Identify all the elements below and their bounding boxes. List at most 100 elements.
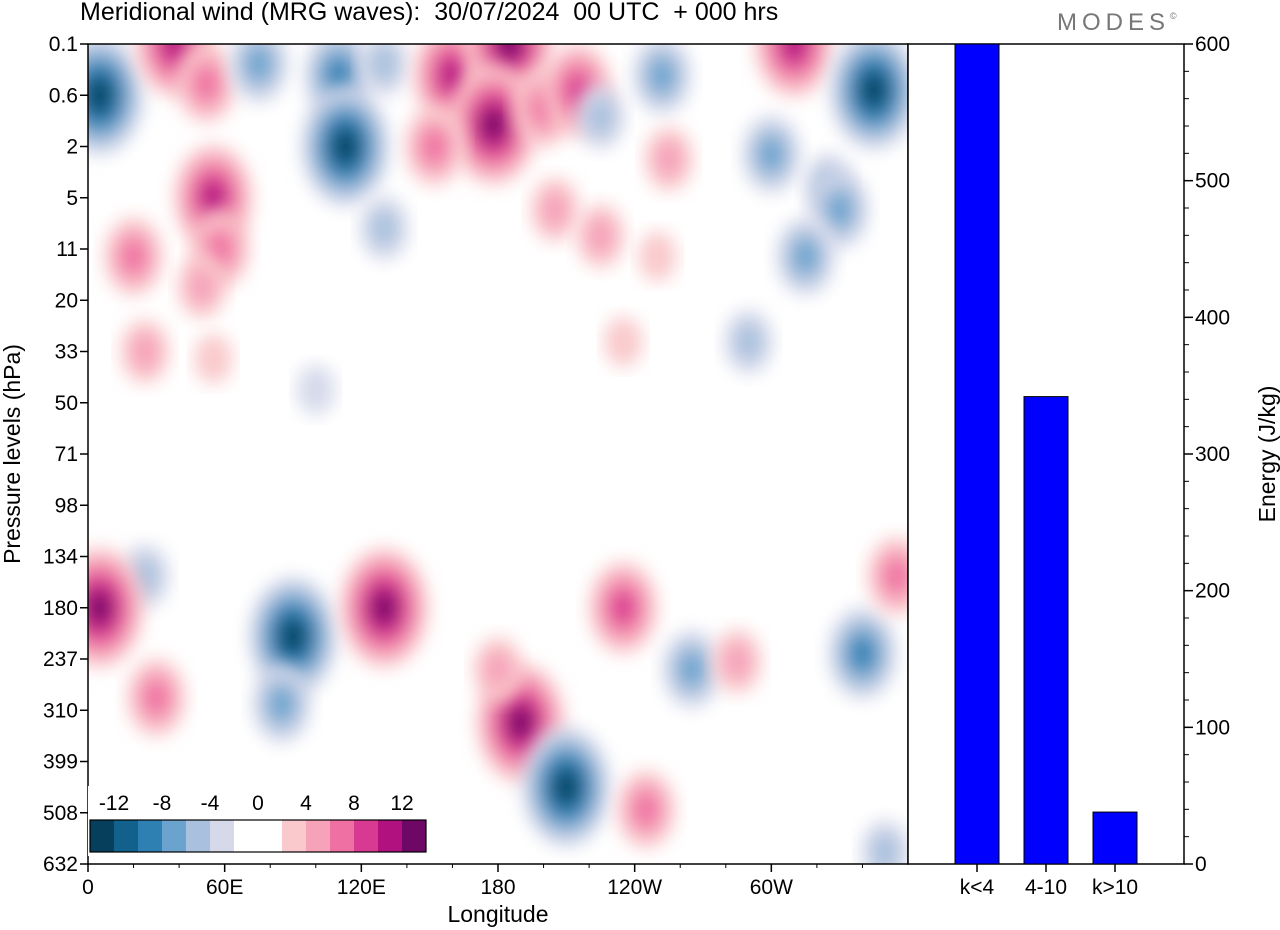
energy-tick-label: 500 [1195, 170, 1230, 193]
heatmap-contour [441, 60, 464, 90]
energy-tick-label: 400 [1195, 306, 1230, 329]
heatmap-feature [194, 333, 233, 384]
heatmap-contour [194, 333, 233, 384]
heatmap-contour [586, 97, 615, 137]
energy-bar-chart: k<4 4-10 k>10 [907, 43, 1185, 899]
heatmap-contour [369, 44, 399, 84]
heatmap-feature [449, 64, 538, 185]
y-tick-label: 98 [55, 494, 78, 517]
heatmap-feature [360, 44, 409, 96]
heatmap-contour [483, 110, 504, 139]
y-tick-label: 399 [43, 751, 78, 774]
heatmap-feature [755, 44, 834, 97]
energy-axis-title: Energy (J/kg) [1254, 386, 1280, 523]
logo-mark: © [1170, 11, 1177, 21]
heatmap-contour [863, 76, 884, 104]
heatmap-contour [654, 139, 684, 179]
heatmap-feature [88, 44, 144, 156]
colorbar-frame [89, 819, 427, 853]
modes-logo: MODES© [1057, 9, 1177, 37]
heatmap-feature [633, 44, 691, 115]
heatmap-feature [662, 630, 721, 709]
colorbar-swatch [186, 820, 210, 852]
energy-tick-label: 600 [1195, 33, 1230, 56]
heatmap-feature [296, 364, 335, 415]
heatmap-feature [724, 309, 773, 374]
colorbar-swatch [402, 820, 426, 852]
y-tick-label: 20 [55, 289, 78, 312]
heatmap-contour [633, 792, 659, 827]
colorbar-label: -4 [201, 792, 220, 815]
heatmap-contour [611, 592, 635, 624]
y-tick-label: 632 [43, 853, 78, 876]
heatmap-feature [638, 231, 677, 282]
x-tick-label: 0 [82, 876, 94, 899]
colorbar-label: 4 [300, 792, 312, 815]
x-tick-label: 120E [337, 876, 386, 899]
heatmap-feature [522, 727, 611, 848]
heatmap-contour [296, 364, 335, 415]
heatmap-contour [282, 622, 304, 651]
energy-bar [1023, 396, 1069, 865]
heatmap-contour [827, 192, 853, 227]
colorbar-swatch [162, 820, 186, 852]
heatmap-feature [474, 637, 522, 702]
energy-tick-label: 300 [1195, 443, 1230, 466]
y-tick-label: 2 [66, 136, 78, 159]
y-tick-label: 310 [43, 699, 78, 722]
heatmap-contour [207, 232, 233, 266]
heatmap-contour [649, 58, 675, 93]
heatmap-feature [589, 561, 658, 654]
heatmap-feature [340, 547, 429, 668]
y-tick-label: 0.1 [49, 33, 78, 56]
heatmap-feature [644, 126, 693, 191]
heatmap [87, 43, 909, 865]
y-tick-label: 5 [66, 187, 78, 210]
colorbar-swatch [354, 820, 378, 852]
heatmap-feature [828, 607, 897, 700]
heatmap-contour [373, 593, 395, 622]
heatmap-contour [604, 316, 643, 367]
energy-tick-label: 0 [1195, 853, 1207, 876]
heatmap-contour [130, 332, 160, 371]
bar-category-label: k>10 [1092, 876, 1138, 899]
heatmap-contour [758, 137, 784, 172]
y-tick-label: 134 [43, 546, 78, 569]
heatmap-feature [249, 576, 337, 697]
heatmap-contour [89, 593, 110, 622]
colorbar-swatch [378, 820, 402, 852]
heatmap-feature [177, 44, 236, 123]
heatmap-feature [127, 658, 186, 737]
chart-title: Meridional wind (MRG waves): 30/07/2024 … [80, 0, 779, 26]
heatmap-feature [867, 537, 908, 616]
heatmap-feature [576, 84, 625, 149]
heatmap-contour [202, 183, 224, 213]
colorbar-swatch [258, 820, 282, 852]
energy-tick-label: 100 [1195, 716, 1230, 739]
heatmap-contour [369, 209, 399, 248]
heatmap-contour [194, 66, 219, 101]
heatmap-contour [540, 190, 570, 229]
heatmap-contour [499, 44, 520, 58]
heatmap-contour [89, 81, 110, 110]
heatmap-contour [246, 47, 272, 81]
y-tick-label: 71 [55, 443, 78, 466]
x-tick-label: 60W [750, 876, 793, 899]
heatmap-feature [252, 664, 311, 743]
colorbar-swatch [306, 820, 330, 852]
heatmap-contour [722, 642, 752, 681]
heatmap-contour [870, 832, 900, 864]
heatmap-contour [143, 680, 169, 715]
bar-category-label: 4-10 [1025, 876, 1067, 899]
heatmap-contour [335, 132, 356, 161]
heatmap-feature [742, 115, 801, 194]
x-tick-label: 180 [480, 876, 515, 899]
heatmap-feature [104, 217, 163, 296]
heatmap-feature [776, 217, 835, 296]
colorbar-label: 0 [252, 792, 264, 815]
heatmap-feature [829, 44, 908, 151]
heatmap-contour [187, 267, 217, 306]
heatmap-feature [120, 319, 169, 384]
heatmap-feature [177, 254, 226, 319]
